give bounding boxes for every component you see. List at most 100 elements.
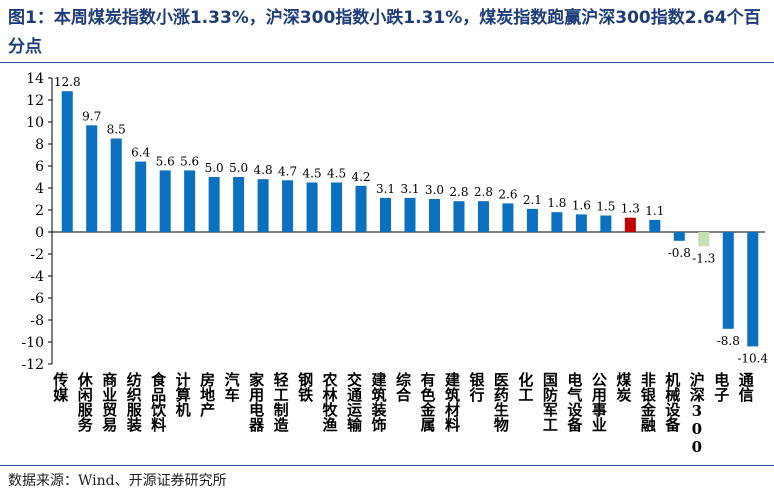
category-label: 通信 (737, 372, 755, 403)
data-label: 1.3 (621, 202, 640, 216)
bar-食品饮料 (159, 170, 171, 232)
data-label: 4.7 (278, 164, 297, 178)
y-tick-label: 6 (35, 159, 44, 175)
data-label: 3.1 (400, 182, 419, 196)
category-label: 轻工制造 (272, 371, 290, 433)
category-label: 电气设备 (565, 371, 583, 432)
category-label: 纺织服装 (125, 371, 143, 433)
category-label: 机械设备 (663, 371, 681, 432)
y-tick-label: 12 (26, 93, 44, 109)
category-label: 商业贸易 (100, 371, 118, 433)
category-label: 银行 (467, 371, 485, 403)
category-label: 建筑装饰 (370, 371, 388, 433)
bar-家用电器 (257, 179, 269, 232)
bar-国防军工 (551, 212, 563, 232)
category-label: 沪深300 (688, 371, 706, 456)
bar-化工 (526, 208, 538, 232)
category-label: 钢铁 (296, 371, 314, 403)
y-tick-label: 0 (35, 225, 44, 241)
category-label: 医药生物 (492, 372, 510, 433)
data-label: 4.5 (327, 167, 346, 181)
data-label: 2.6 (498, 187, 517, 201)
bar-有色金属 (428, 199, 440, 232)
y-tick-label: -4 (30, 269, 44, 285)
y-tick-label: -2 (30, 247, 44, 263)
category-label: 非银金融 (639, 371, 657, 433)
category-label: 休闲服务 (76, 371, 94, 433)
data-label: -8.8 (717, 334, 740, 348)
y-tick-label: -10 (21, 335, 44, 351)
category-label: 汽车 (223, 371, 241, 403)
bar-chart: 14 12 10 8 6 4 2 0 -2 -4 -6 -8 -10 -12 12.8 传媒 9.7 休闲服务 8.… (21, 71, 768, 456)
category-label: 电子 (712, 371, 730, 403)
category-label: 公用事业 (590, 372, 608, 432)
category-label: 化工 (516, 371, 534, 402)
data-label: 1.8 (547, 196, 566, 210)
category-label: 建筑材料 (443, 371, 461, 433)
bar-通信 (747, 232, 759, 347)
bar-交通运输 (355, 185, 367, 232)
category-label: 交通运输 (345, 371, 363, 433)
bar-轻工制造 (282, 180, 294, 232)
data-label: 3.1 (376, 182, 395, 196)
bar-电子 (722, 232, 734, 329)
bar-综合 (404, 197, 416, 232)
data-label: 2.8 (449, 185, 468, 199)
bar-医药生物 (502, 203, 514, 232)
data-label: 2.1 (523, 193, 542, 207)
data-label: 9.7 (82, 109, 101, 123)
data-label: 4.5 (303, 167, 322, 181)
category-label: 房地产 (198, 371, 216, 418)
bar-电气设备 (575, 214, 587, 232)
bar-房地产 (208, 177, 220, 232)
category-label: 煤炭 (614, 372, 632, 403)
y-tick-label: 10 (26, 115, 44, 131)
y-tick-label: -6 (30, 291, 44, 307)
data-label: -1.3 (692, 251, 715, 265)
bar-农林牧渔 (331, 182, 343, 232)
bar-计算机 (184, 170, 196, 232)
data-label: -10.4 (737, 351, 768, 365)
data-label: 1.6 (572, 198, 591, 212)
bar-商业贸易 (110, 138, 122, 232)
bar-机械设备 (673, 232, 685, 241)
category-label: 传媒 (51, 371, 69, 403)
y-tick-label: -12 (21, 357, 44, 373)
category-label: 食品饮料 (149, 371, 167, 433)
bar-汽车 (233, 177, 245, 232)
category-label: 综合 (394, 371, 412, 403)
data-label: 12.8 (54, 75, 81, 89)
chart-title: 图1：本周煤炭指数小涨1.33%，沪深300指数小跌1.31%，煤炭指数跑赢沪深… (8, 8, 761, 57)
category-label: 计算机 (174, 371, 192, 418)
data-label: 2.8 (474, 185, 493, 199)
data-label: 8.5 (107, 123, 126, 137)
data-label: 5.6 (180, 154, 199, 168)
category-label: 家用电器 (247, 371, 265, 433)
y-tick-label: 2 (35, 203, 44, 219)
y-tick-label: 8 (35, 137, 44, 153)
y-tick-label: -8 (30, 313, 44, 329)
data-label: 5.0 (205, 161, 224, 175)
bar-非银金融 (649, 219, 661, 232)
category-label: 有色金属 (418, 371, 436, 433)
data-label: 4.8 (254, 163, 273, 177)
bottom-rule (0, 465, 774, 466)
top-rule (0, 62, 774, 63)
bar-建筑材料 (453, 201, 465, 232)
data-label: 5.6 (156, 154, 175, 168)
bar-煤炭 (624, 217, 636, 232)
y-tick-label: 4 (35, 181, 44, 197)
bar-沪深300 (698, 232, 710, 247)
data-label: 1.5 (596, 200, 615, 214)
category-label: 国防军工 (541, 372, 559, 432)
category-label: 农林牧渔 (321, 371, 339, 433)
bar-银行 (477, 201, 489, 232)
bar-建筑装饰 (380, 197, 392, 232)
source-note: 数据来源：Wind、开源证券研究所 (8, 473, 227, 489)
data-label: 6.4 (131, 146, 150, 160)
bar-公用事业 (600, 215, 612, 232)
data-label: -0.8 (668, 246, 691, 260)
bar-纺织服装 (135, 161, 147, 232)
data-label: 4.2 (351, 170, 370, 184)
data-label: 5.0 (229, 161, 248, 175)
